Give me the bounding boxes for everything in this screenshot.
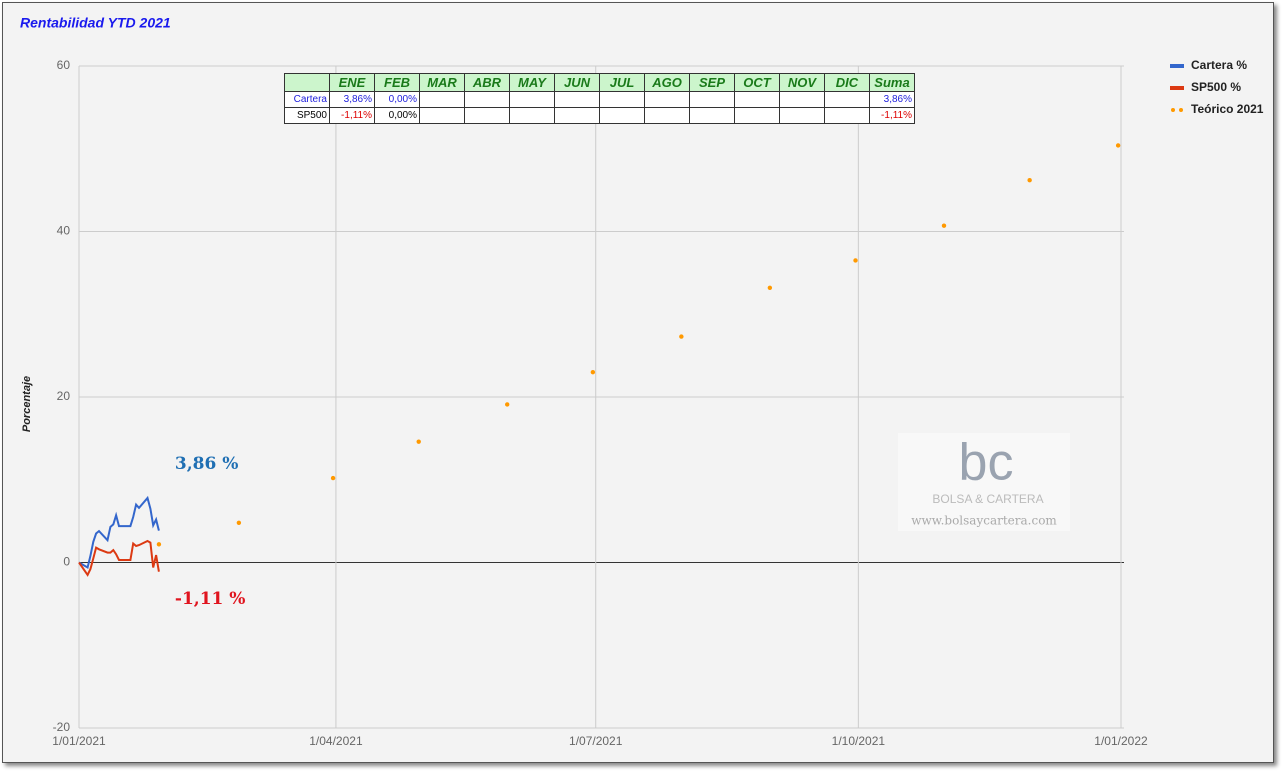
chart-title: Rentabilidad YTD 2021 [20, 15, 171, 31]
header-cell: NOV [779, 73, 825, 92]
value-cell [779, 107, 825, 124]
header-cell: MAR [419, 73, 465, 92]
row-label: Cartera [284, 91, 330, 108]
legend-swatch [1170, 64, 1184, 68]
header-cell [284, 73, 330, 92]
value-cell [419, 107, 465, 124]
chart-frame [2, 2, 1274, 763]
header-cell: ABR [464, 73, 510, 92]
value-cell [824, 107, 870, 124]
y-tick-label: 60 [57, 58, 71, 72]
value-cell [599, 91, 645, 108]
header-cell: ENE [329, 73, 375, 92]
series-dot [1115, 143, 1121, 148]
value-cell [419, 91, 465, 108]
header-cell: MAY [509, 73, 555, 92]
series-dot [156, 542, 162, 547]
value-cell [509, 91, 555, 108]
value-cell [734, 107, 780, 124]
y-axis-label: Porcentaje [21, 376, 33, 432]
value-cell [689, 107, 735, 124]
value-cell [824, 91, 870, 108]
value-cell: 3,86% [329, 91, 375, 108]
table-row: SP500 -1,11% 0,00% -1,11% [284, 107, 915, 124]
value-cell: 0,00% [374, 91, 420, 108]
legend-swatch [1170, 86, 1184, 90]
value-cell [734, 91, 780, 108]
legend-label: SP500 % [1191, 80, 1241, 94]
header-cell: AGO [644, 73, 690, 92]
x-tick-label: 1/01/2021 [52, 734, 106, 748]
series-dot [590, 369, 596, 375]
value-cell [509, 107, 555, 124]
annotation: -1,11 % [175, 589, 246, 609]
header-cell: FEB [374, 73, 420, 92]
legend-swatch [1171, 108, 1175, 112]
table-header: ENE FEB MAR ABR MAY JUN JUL AGO SEP OCT NOV DIC Suma [284, 73, 915, 92]
total-cell: -1,11% [869, 107, 915, 124]
y-tick-label: 40 [57, 224, 71, 238]
series-dot [236, 520, 242, 525]
table-row: Cartera 3,86% 0,00% 3,86% [284, 91, 915, 108]
series-dot [1027, 177, 1032, 183]
header-cell: SEP [689, 73, 735, 92]
legend-label: Teórico 2021 [1191, 102, 1264, 116]
x-tick-label: 1/01/2022 [1094, 734, 1148, 748]
header-cell: OCT [734, 73, 780, 92]
x-tick-label: 1/07/2021 [569, 734, 623, 748]
series-dot [416, 439, 421, 444]
series-line [78, 495, 160, 570]
value-cell [779, 91, 825, 108]
y-tick-label: 20 [57, 389, 71, 403]
value-cell [464, 91, 510, 108]
x-tick-label: 1/10/2021 [832, 734, 886, 748]
series-dot [679, 334, 684, 339]
series-dot [853, 258, 858, 263]
value-cell [644, 91, 690, 108]
series-dot [767, 285, 773, 290]
series-dot [505, 402, 510, 407]
annotation: 3,86 % [175, 454, 238, 474]
value-cell: 0,00% [374, 107, 420, 124]
value-cell [599, 107, 645, 124]
header-cell: JUN [554, 73, 600, 92]
header-cell: JUL [599, 73, 645, 92]
series-line [78, 539, 160, 577]
legend-label: Cartera % [1191, 58, 1247, 72]
total-cell: 3,86% [869, 91, 915, 108]
header-cell: DIC [824, 73, 870, 92]
value-cell [554, 91, 600, 108]
x-tick-label: 1/04/2021 [309, 734, 363, 748]
value-cell [554, 107, 600, 124]
legend-swatch [1179, 108, 1183, 112]
watermark-name: BOLSA & CARTERA [932, 492, 1043, 506]
value-cell [689, 91, 735, 108]
value-cell [464, 107, 510, 124]
header-cell: Suma [869, 73, 915, 92]
row-label: SP500 [284, 107, 330, 124]
monthly-table: ENE FEB MAR ABR MAY JUN JUL AGO SEP OCT NOV DIC Suma… [284, 73, 915, 124]
watermark-box [898, 433, 1070, 531]
value-cell: -1,11% [329, 107, 375, 124]
y-tick-label: 0 [63, 555, 70, 569]
y-tick-label: -20 [53, 720, 71, 734]
series-dot [330, 475, 336, 481]
series-dot [941, 223, 947, 228]
value-cell [644, 107, 690, 124]
watermark-logo: bc [959, 434, 1014, 492]
watermark-url: www.bolsaycartera.com [911, 514, 1057, 528]
